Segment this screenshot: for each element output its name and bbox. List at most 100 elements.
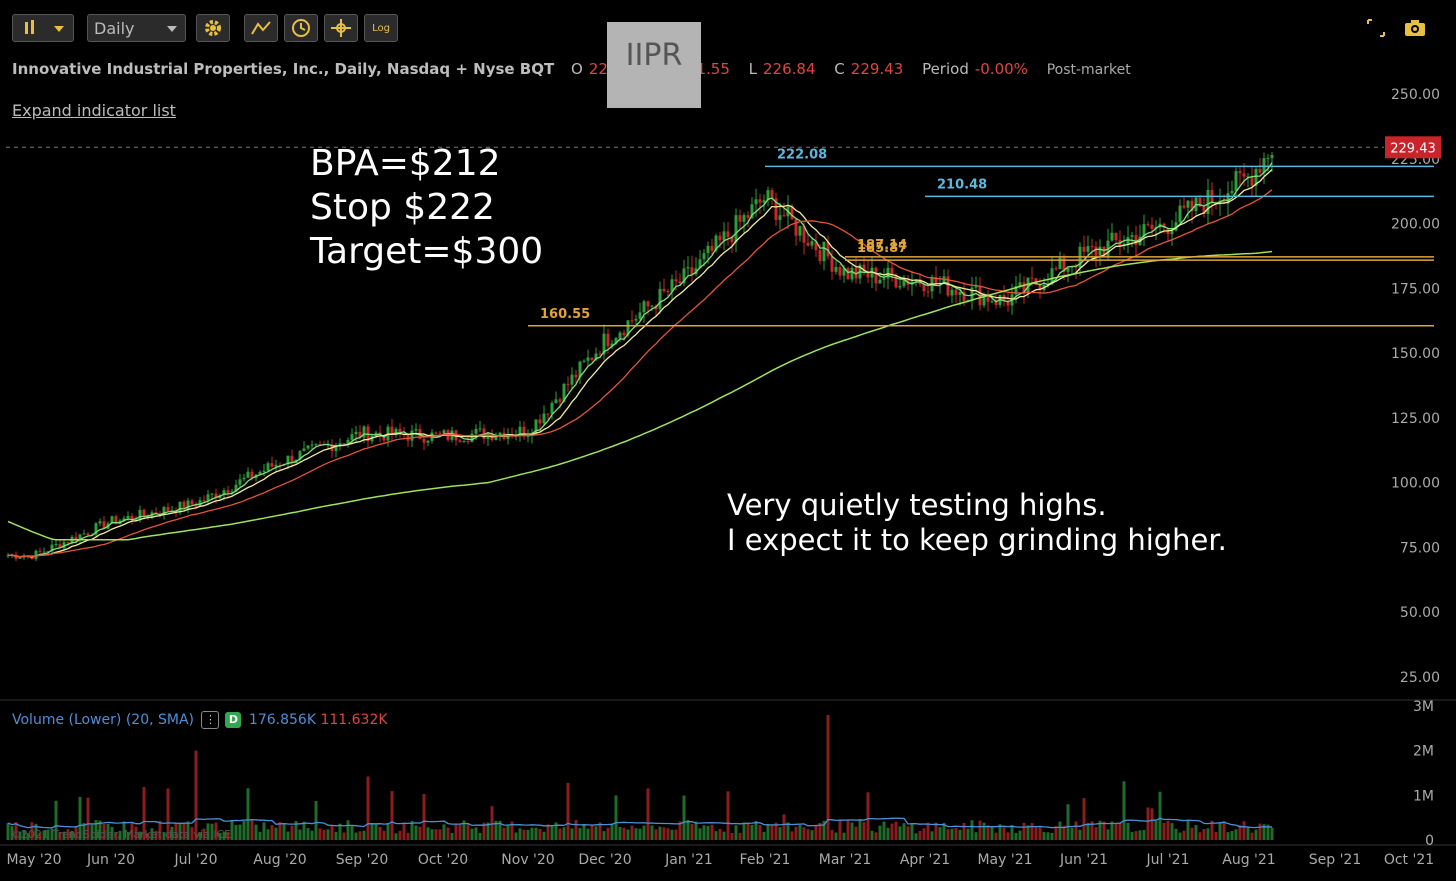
candle-body — [1018, 282, 1022, 287]
candle-body — [962, 292, 966, 302]
candle-body — [558, 399, 562, 402]
volume-bar — [1194, 824, 1198, 840]
level-label: 187.14 — [857, 238, 907, 253]
volume-d-badge[interactable]: D — [225, 712, 242, 728]
volume-bar — [610, 823, 614, 840]
volume-bar — [194, 750, 198, 840]
candle-body — [630, 320, 634, 322]
volume-bar — [562, 827, 566, 840]
volume-bar — [66, 829, 70, 840]
expand-indicator-list-link[interactable]: Expand indicator list — [12, 101, 176, 120]
volume-bar — [374, 823, 378, 840]
candle-body — [522, 426, 526, 437]
candle-body — [554, 399, 558, 403]
volume-bar — [1094, 827, 1098, 840]
candle-body — [350, 434, 354, 440]
volume-bar — [1154, 820, 1158, 840]
volume-bar — [1142, 830, 1146, 840]
candle-body — [166, 507, 170, 512]
note-commentary-2: I expect it to keep grinding higher. — [727, 523, 1227, 557]
volume-bar — [1202, 829, 1206, 840]
volume-bar — [370, 823, 374, 840]
candle-body — [842, 268, 846, 276]
volume-bar — [774, 822, 778, 840]
period-value: -0.00% — [974, 60, 1028, 78]
volume-bar — [1246, 827, 1250, 840]
volume-bar — [766, 824, 770, 840]
x-tick-label: May '21 — [977, 852, 1032, 868]
candle-body — [398, 428, 402, 434]
candle-body — [850, 267, 854, 280]
clock-icon — [292, 19, 310, 37]
candle-body — [466, 441, 470, 443]
candle-body — [234, 484, 238, 492]
volume-bar — [942, 822, 946, 840]
candle-body — [98, 521, 102, 524]
candle-body — [626, 320, 630, 336]
volume-legend: Volume (Lower) (20, SMA) ⋮ D 176.856K 111… — [12, 711, 388, 729]
replay-button[interactable] — [284, 14, 318, 42]
volume-bar — [1066, 804, 1070, 840]
volume-bar — [1022, 822, 1026, 840]
volume-bar — [178, 822, 182, 840]
candle-body — [954, 289, 958, 295]
crosshair-button[interactable] — [324, 14, 358, 42]
volume-bar — [174, 822, 178, 840]
candle-body — [946, 276, 950, 296]
candle-body — [646, 301, 650, 307]
volume-bar — [598, 822, 602, 840]
fullscreen-icon[interactable] — [1366, 18, 1386, 38]
camera-icon[interactable] — [1404, 18, 1426, 38]
candle-body — [746, 215, 750, 218]
candle-body — [82, 533, 86, 535]
candle-body — [74, 536, 78, 541]
y-tick-label: 75.00 — [1400, 540, 1440, 556]
volume-bar — [762, 831, 766, 840]
candle-body — [246, 471, 250, 478]
volume-bar — [402, 822, 406, 840]
volume-bar — [1178, 832, 1182, 840]
candle-body — [1110, 232, 1114, 241]
settings-button[interactable] — [196, 14, 230, 42]
candle-body — [414, 429, 418, 431]
volume-bar — [354, 832, 358, 840]
volume-bar — [674, 829, 678, 840]
volume-bar — [1026, 825, 1030, 840]
candle-body — [1026, 277, 1030, 293]
volume-bar — [210, 823, 214, 840]
interval-dropdown[interactable]: Daily — [87, 14, 186, 42]
volume-tick-label: 3M — [1413, 699, 1434, 715]
volume-menu-icon[interactable]: ⋮ — [201, 711, 220, 729]
volume-value-last: 111.632K — [320, 712, 388, 728]
volume-bar — [430, 829, 434, 840]
volume-bar — [1058, 821, 1062, 840]
volume-bar — [886, 827, 890, 840]
volume-bar — [46, 829, 50, 840]
log-label: Log — [372, 22, 390, 34]
candle-body — [94, 523, 98, 535]
last-price-tag — [1385, 136, 1441, 159]
volume-bar — [330, 825, 334, 840]
chart-type-dropdown[interactable] — [12, 14, 74, 42]
volume-bar — [522, 829, 526, 840]
volume-bar — [246, 788, 250, 840]
candle-body — [130, 515, 134, 520]
y-tick-label: 250.00 — [1391, 87, 1440, 103]
candle-body — [62, 542, 66, 549]
volume-bar — [862, 822, 866, 840]
low-value: 226.84 — [763, 60, 816, 78]
candle-body — [926, 291, 930, 293]
volume-bar — [686, 820, 690, 840]
log-scale-button[interactable]: Log — [364, 14, 398, 42]
volume-bar — [142, 787, 146, 840]
volume-bar — [918, 830, 922, 840]
candle-body — [190, 500, 194, 505]
volume-bar — [58, 831, 62, 840]
candle-body — [270, 463, 274, 467]
candle-body — [1086, 246, 1090, 252]
x-tick-label: May '20 — [6, 852, 61, 868]
candle-body — [1006, 301, 1010, 306]
drawing-tools-button[interactable] — [244, 14, 278, 42]
candle-body — [782, 215, 786, 217]
